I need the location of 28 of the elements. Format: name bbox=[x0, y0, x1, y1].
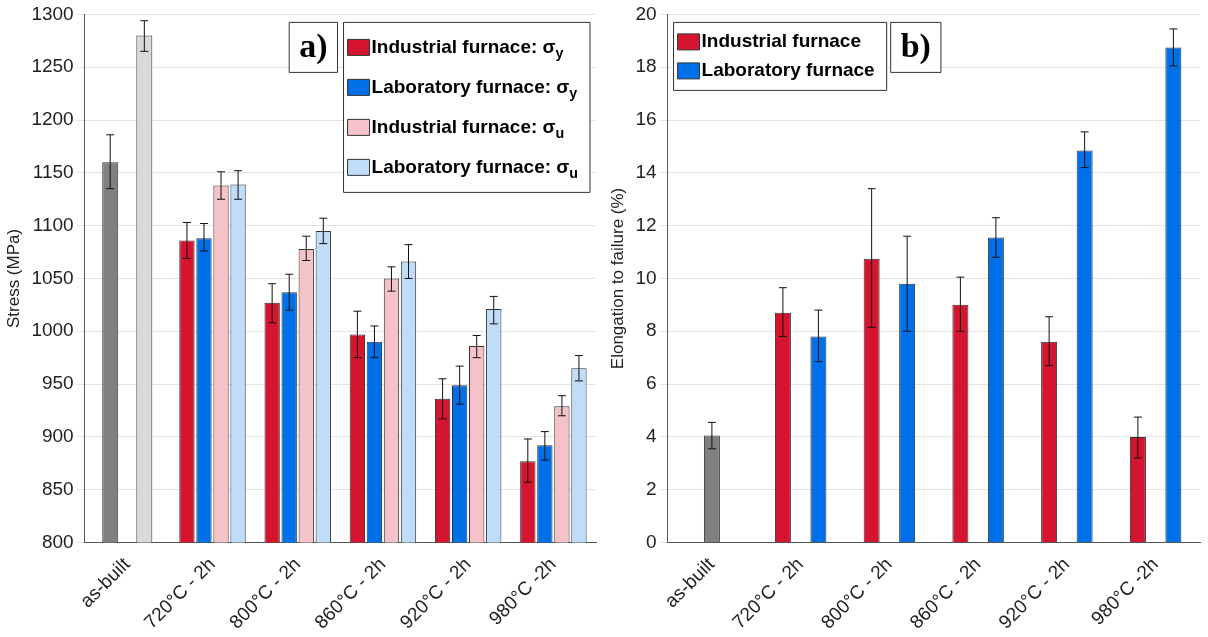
y-tick-label: 1300 bbox=[31, 2, 74, 24]
y-tick-label: 14 bbox=[635, 161, 657, 183]
y-tick-label: 800 bbox=[41, 530, 74, 552]
annotation: b) bbox=[900, 27, 931, 66]
legend-label: Industrial furnace bbox=[701, 30, 861, 52]
y-tick-label: 1250 bbox=[31, 55, 74, 77]
y-tick-label: 900 bbox=[41, 425, 74, 447]
y-tick-label: 0 bbox=[645, 530, 657, 552]
y-tick-label: 20 bbox=[635, 2, 657, 24]
y-tick-label: 18 bbox=[635, 55, 657, 77]
annotation: a) bbox=[299, 27, 328, 66]
y-tick-label: 850 bbox=[41, 477, 74, 499]
y-tick-label: 12 bbox=[635, 213, 657, 235]
y-tick-label: 1000 bbox=[31, 319, 74, 341]
y-tick-label: 10 bbox=[635, 266, 657, 288]
y-tick-label: 1050 bbox=[31, 266, 74, 288]
legend-label: Laboratory furnace bbox=[701, 59, 875, 81]
y-tick-label: 2 bbox=[645, 477, 657, 499]
y-tick-label: 950 bbox=[41, 372, 74, 394]
y-tick-label: 1100 bbox=[32, 213, 74, 235]
y-tick-label: 8 bbox=[645, 319, 657, 341]
y-tick-label: 1200 bbox=[31, 108, 74, 130]
y-axis-title: Stress (MPa) bbox=[3, 228, 23, 329]
y-tick-label: 6 bbox=[645, 372, 657, 394]
y-tick-label: 1150 bbox=[32, 161, 74, 183]
y-axis-title: Elongation to failure (%) bbox=[607, 187, 627, 370]
y-tick-label: 4 bbox=[645, 425, 657, 447]
y-tick-label: 16 bbox=[635, 108, 657, 130]
